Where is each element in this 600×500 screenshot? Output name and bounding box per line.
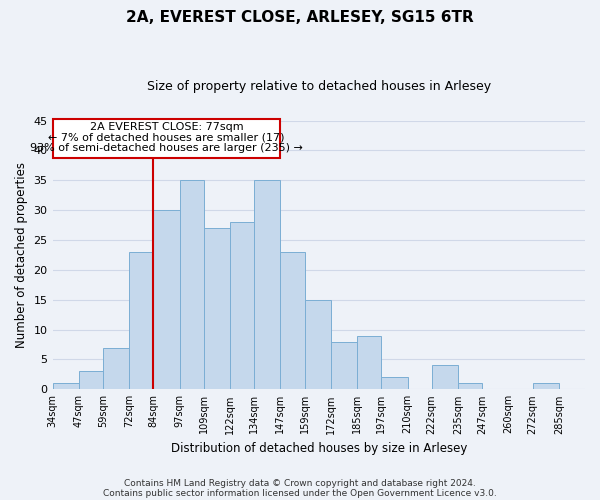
Bar	[432, 366, 458, 390]
Text: 2A EVEREST CLOSE: 77sqm: 2A EVEREST CLOSE: 77sqm	[89, 122, 244, 132]
Bar	[129, 252, 154, 390]
Bar	[305, 300, 331, 390]
Bar	[254, 180, 280, 390]
FancyBboxPatch shape	[53, 120, 280, 158]
Text: ← 7% of detached houses are smaller (17): ← 7% of detached houses are smaller (17)	[48, 132, 285, 142]
Title: Size of property relative to detached houses in Arlesey: Size of property relative to detached ho…	[147, 80, 491, 93]
Bar	[154, 210, 179, 390]
Bar	[53, 384, 79, 390]
Bar	[280, 252, 305, 390]
Bar	[533, 384, 559, 390]
Text: 93% of semi-detached houses are larger (235) →: 93% of semi-detached houses are larger (…	[30, 142, 303, 152]
Bar	[103, 348, 129, 390]
X-axis label: Distribution of detached houses by size in Arlesey: Distribution of detached houses by size …	[170, 442, 467, 455]
Bar	[357, 336, 381, 390]
Text: 2A, EVEREST CLOSE, ARLESEY, SG15 6TR: 2A, EVEREST CLOSE, ARLESEY, SG15 6TR	[126, 10, 474, 25]
Bar	[458, 384, 482, 390]
Bar	[179, 180, 204, 390]
Y-axis label: Number of detached properties: Number of detached properties	[15, 162, 28, 348]
Bar	[204, 228, 230, 390]
Text: Contains public sector information licensed under the Open Government Licence v3: Contains public sector information licen…	[103, 488, 497, 498]
Bar	[79, 372, 103, 390]
Bar	[381, 378, 407, 390]
Bar	[230, 222, 254, 390]
Text: Contains HM Land Registry data © Crown copyright and database right 2024.: Contains HM Land Registry data © Crown c…	[124, 478, 476, 488]
Bar	[331, 342, 357, 390]
